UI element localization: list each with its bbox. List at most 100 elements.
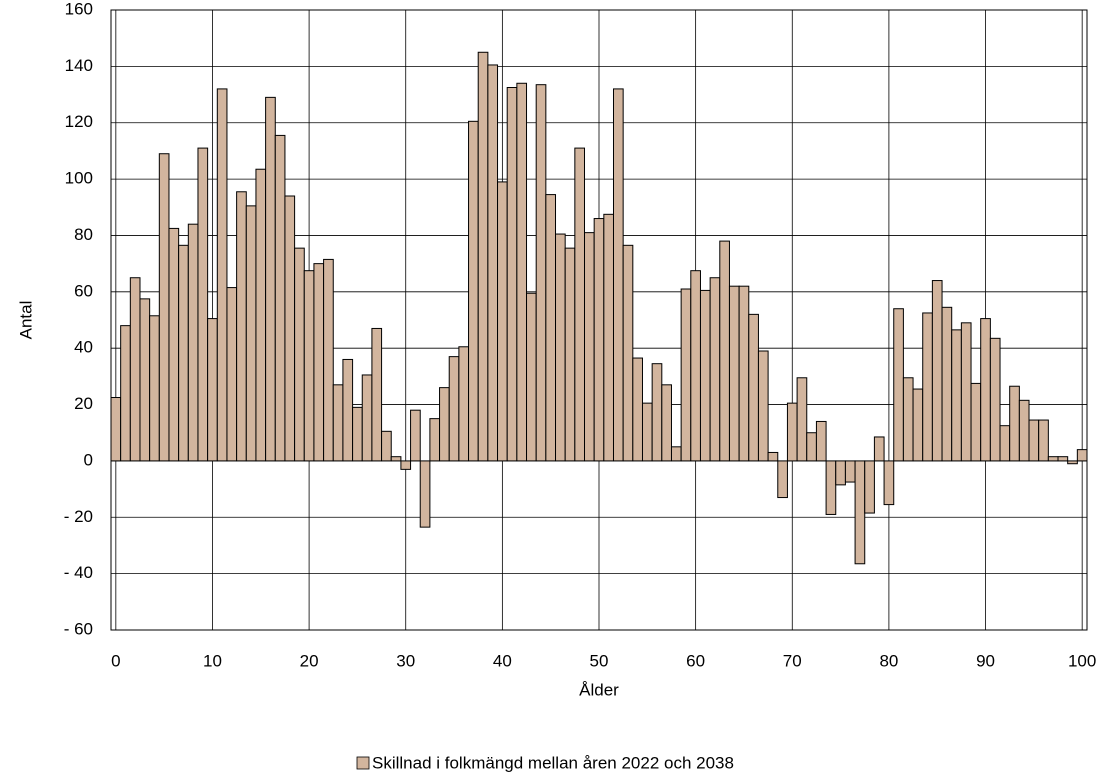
bar [632, 357, 643, 462]
bar [1009, 385, 1020, 462]
bar [352, 406, 363, 462]
bar [796, 377, 808, 462]
bar [806, 432, 817, 462]
bar [757, 350, 769, 462]
bar [584, 232, 595, 462]
bar [883, 460, 895, 506]
bar [458, 346, 470, 462]
x-tick-label: 0 [111, 651, 120, 670]
bar [960, 322, 972, 462]
x-tick-label: 20 [300, 651, 319, 670]
bar [149, 315, 160, 462]
bar [815, 420, 827, 462]
bar [777, 460, 788, 499]
bar [323, 258, 334, 462]
bar [622, 244, 634, 462]
bar [342, 358, 354, 462]
bar [255, 168, 267, 462]
bar [641, 402, 653, 462]
bar [516, 82, 528, 462]
bar [680, 288, 692, 462]
bar [767, 451, 779, 462]
bar [1038, 419, 1049, 462]
bar [545, 194, 557, 462]
x-tick-label: 40 [493, 651, 512, 670]
bar [1076, 449, 1088, 462]
bar [361, 374, 373, 462]
bar [864, 460, 875, 514]
y-tick-label: - 20 [64, 507, 93, 526]
bar [381, 430, 392, 462]
bar [709, 277, 721, 462]
bar [728, 285, 740, 462]
bar [265, 96, 276, 462]
y-tick-label: 40 [74, 338, 93, 357]
bar [738, 285, 750, 462]
bar [390, 456, 402, 462]
bar [912, 388, 924, 462]
bar [931, 280, 943, 462]
bar [1057, 456, 1069, 462]
y-tick-label: - 40 [64, 563, 93, 582]
legend-swatch [356, 756, 370, 770]
bar [951, 329, 962, 462]
bar [506, 87, 518, 462]
bar [854, 460, 866, 565]
bar [922, 312, 933, 462]
bar [980, 318, 991, 462]
legend-label: Skillnad i folkmängd mellan åren 2022 oc… [372, 753, 734, 772]
bar [612, 88, 624, 462]
bar [129, 277, 141, 462]
bar [835, 460, 846, 486]
x-tick-label: 100 [1068, 651, 1096, 670]
bar [555, 233, 566, 462]
bar [400, 460, 412, 470]
x-tick-label: 30 [396, 651, 415, 670]
bar [158, 153, 170, 462]
bar [999, 425, 1011, 462]
x-tick-label: 10 [203, 651, 222, 670]
bar [139, 298, 151, 462]
plot-frame [110, 9, 1088, 631]
bar [332, 384, 344, 462]
bar [207, 318, 218, 462]
y-tick-label: 140 [65, 56, 93, 75]
bar [371, 327, 383, 462]
y-tick-label: 120 [65, 112, 93, 131]
bar [187, 223, 199, 462]
x-tick-label: 90 [976, 651, 995, 670]
bar [487, 64, 499, 462]
bar [535, 84, 547, 462]
bar [873, 436, 885, 462]
x-tick-label: 60 [686, 651, 705, 670]
bar [274, 134, 286, 462]
bar [120, 325, 131, 462]
x-tick-label: 50 [590, 651, 609, 670]
bar [825, 460, 837, 515]
bar [748, 313, 759, 462]
bar [941, 306, 953, 462]
bar [303, 270, 315, 462]
bar [419, 460, 431, 528]
y-axis-label: Antal [16, 301, 35, 340]
bar [468, 120, 479, 462]
bar [110, 397, 122, 462]
y-tick-label: 60 [74, 281, 93, 300]
x-axis-label: Ålder [579, 680, 619, 699]
bar [497, 181, 508, 462]
bar [699, 289, 711, 462]
bar [245, 205, 257, 462]
bar [216, 88, 228, 462]
bar [197, 147, 209, 462]
x-tick-label: 70 [783, 651, 802, 670]
bar [178, 244, 189, 462]
bar [893, 308, 904, 462]
bar [410, 409, 421, 462]
bar [603, 213, 614, 462]
bar [284, 195, 296, 462]
x-tick-label: 80 [879, 651, 898, 670]
bar [294, 247, 305, 462]
bar [477, 51, 489, 462]
bar [1067, 460, 1078, 465]
bar [226, 287, 238, 462]
